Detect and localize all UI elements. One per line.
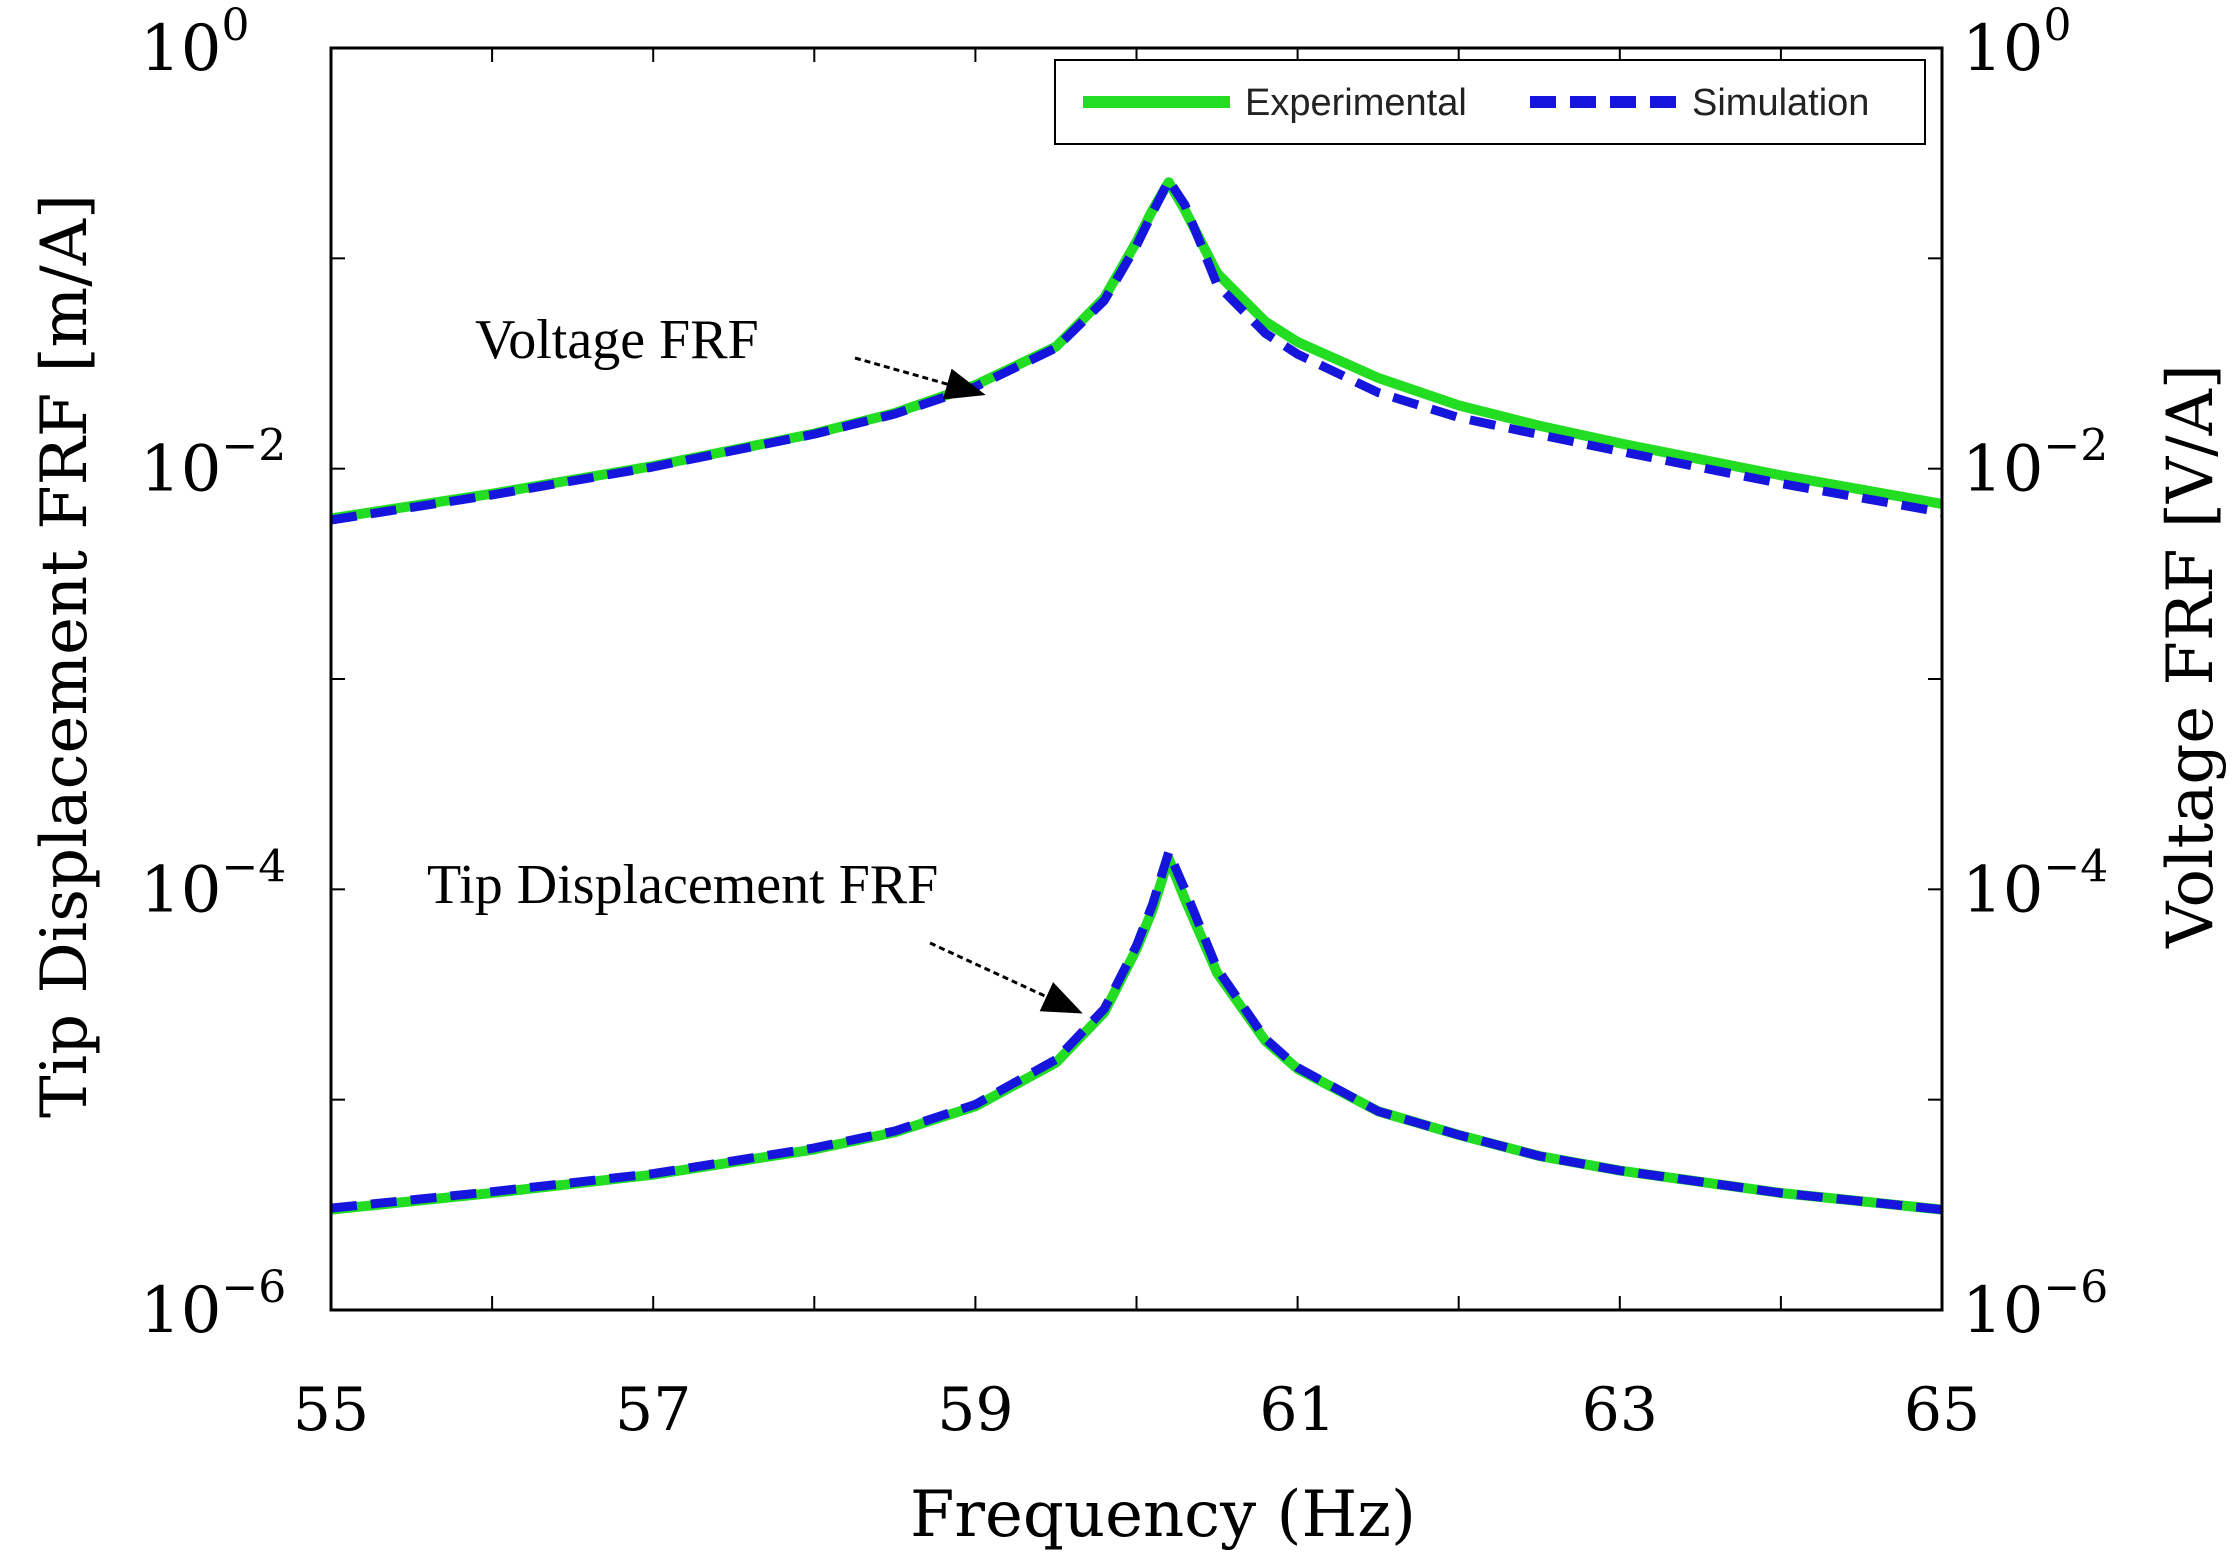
x-tick-label: 63: [1582, 1375, 1658, 1445]
y-tick-base: 10: [1962, 853, 2043, 927]
legend: Experimental Simulation: [1054, 59, 1926, 145]
y-tick-base: 10: [1962, 1274, 2043, 1348]
y-tick-exponent: −4: [2043, 841, 2108, 892]
annotation-arrow-head: [942, 368, 986, 400]
y-tick-label-right: 100: [1962, 0, 2071, 86]
y-tick-label-left: 10−6: [140, 1262, 286, 1348]
y-tick-base: 10: [140, 853, 221, 927]
x-tick-label: 55: [293, 1375, 369, 1445]
y-tick-label-left: 10−4: [140, 841, 286, 927]
y-axis-title-right: Voltage FRF [V/A]: [2154, 364, 2228, 949]
y-tick-label-right: 10−4: [1962, 841, 2108, 927]
annotations: Voltage FRF Tip Displacement FRF: [427, 309, 1083, 1014]
y-tick-label-right: 10−6: [1962, 1262, 2108, 1348]
y-axis-title-left: Tip Displacement FRF [m/A]: [28, 194, 102, 1118]
x-tick-label: 57: [615, 1375, 691, 1445]
y-tick-label-left: 100: [140, 0, 249, 86]
y-tick-base: 10: [140, 1274, 221, 1348]
annotation-label: Tip Displacement FRF: [427, 854, 938, 916]
y-tick-exponent: −6: [2043, 1262, 2108, 1313]
y-tick-base: 10: [140, 433, 221, 507]
legend-label-simulation: Simulation: [1692, 82, 1869, 124]
y-tick-label-left: 10−2: [140, 421, 286, 507]
y-tick-exponent: −6: [221, 1262, 286, 1313]
y-tick-base: 10: [1962, 433, 2043, 507]
y-tick-label-right: 10−2: [1962, 421, 2108, 507]
voltage-frf-simulation-line: [330, 175, 1943, 525]
annotation-arrow-shaft: [854, 356, 958, 389]
plot-area: [330, 175, 1943, 1215]
y-tick-exponent: −4: [221, 841, 286, 892]
voltage-frf-experimental-line: [330, 177, 1943, 524]
annotation-label: Voltage FRF: [475, 309, 759, 371]
y-tick-exponent: 0: [2043, 0, 2071, 51]
y-tick-base: 10: [140, 12, 221, 86]
annotation-arrow-head: [1039, 982, 1083, 1014]
x-tick-label: 61: [1259, 1375, 1335, 1445]
annotation-arrow-shaft: [929, 941, 1057, 1003]
y-tick-exponent: −2: [2043, 421, 2108, 472]
x-tick-label: 65: [1904, 1375, 1980, 1445]
y-tick-exponent: 0: [221, 0, 249, 51]
x-axis-title: Frequency (Hz): [910, 1478, 1416, 1552]
y-tick-exponent: −2: [221, 421, 286, 472]
legend-label-experimental: Experimental: [1245, 82, 1467, 124]
x-tick-label: 59: [937, 1375, 1013, 1445]
y-tick-base: 10: [1962, 12, 2043, 86]
